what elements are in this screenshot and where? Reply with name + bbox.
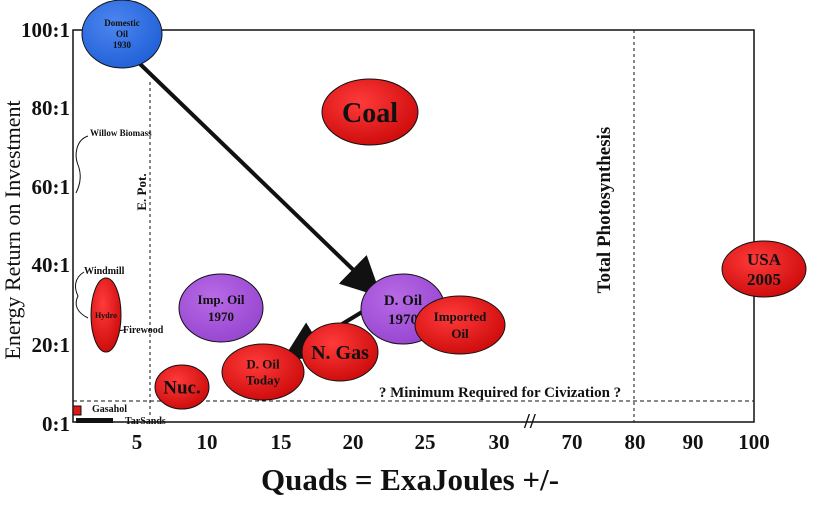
x-tick-label: 30 — [489, 430, 510, 454]
x-tick-label: 20 — [343, 430, 364, 454]
windmill-brace — [75, 271, 89, 319]
bubble — [221, 343, 305, 401]
small-item-label: Gasahol — [92, 404, 127, 415]
x-tick-label: 100 — [738, 430, 770, 454]
small-item-label: Windmill — [84, 266, 125, 277]
gasahol-marker — [72, 405, 82, 416]
y-ticks: 100:1 80:1 60:1 40:1 20:1 0:1 — [21, 18, 70, 436]
willow-brace — [75, 135, 89, 194]
bubble-label: 2005 — [747, 270, 781, 289]
arrow-1930-to-1970 — [136, 60, 382, 298]
x-tick-label: 10 — [197, 430, 218, 454]
x-tick-label: 25 — [415, 430, 436, 454]
bubble — [178, 273, 264, 343]
y-tick-label: 0:1 — [42, 412, 70, 436]
small-item-label: Firewood — [123, 325, 164, 336]
bubble — [721, 240, 807, 298]
y-tick-label: 80:1 — [32, 96, 71, 120]
bubble — [154, 364, 210, 410]
small-item-label: TarSands — [125, 416, 166, 427]
bubble — [81, 0, 163, 69]
bubble-label: Imported — [434, 309, 487, 324]
axis-break-mark: // — [523, 409, 537, 433]
minimum-civilization-label: ? Minimum Required for Civization ? — [379, 385, 621, 401]
y-tick-label: 20:1 — [32, 333, 71, 357]
bubble-label: Nuc. — [163, 378, 200, 399]
x-tick-label: 90 — [683, 430, 704, 454]
bubble-label: N. Gas — [311, 342, 369, 364]
y-tick-label: 40:1 — [32, 253, 71, 277]
bubble-label: Today — [246, 373, 281, 388]
y-tick-label: 60:1 — [32, 175, 71, 199]
x-tick-label: 70 — [562, 430, 583, 454]
small-item-label: Willow Biomass — [90, 128, 152, 138]
plot-frame — [72, 29, 755, 423]
bubble-label: Coal — [342, 98, 398, 129]
bubble-label: USA — [747, 250, 782, 269]
y-axis-title: Energy Return on Investment — [0, 100, 25, 359]
bubble-label: 1970 — [208, 309, 234, 324]
tarsands-marker — [76, 418, 113, 423]
bubble-label: Oil — [451, 326, 469, 341]
bubble — [301, 322, 379, 382]
x-axis-title: Quads = ExaJoules +/- — [261, 462, 559, 497]
bubble-label: D. Oil — [384, 293, 422, 309]
bubble-label: 1970 — [388, 312, 418, 328]
x-tick-label: 80 — [625, 430, 646, 454]
x-ticks: 5 10 15 20 25 30 70 80 90 100 — [132, 430, 770, 454]
bubble-label: Imp. Oil — [198, 292, 245, 307]
x-tick-label: 5 — [132, 430, 143, 454]
y-tick-label: 100:1 — [21, 18, 70, 42]
e-pot-label: E. Pot. — [134, 173, 149, 210]
small-items: Willow Biomass Windmill Firewood Gasahol… — [72, 128, 166, 427]
bubble-label: Hydro — [95, 311, 117, 320]
total-photosynthesis-label: Total Photosynthesis — [594, 127, 615, 294]
bubble — [414, 295, 506, 355]
bubble-label: D. Oil — [246, 357, 280, 372]
bubble-label: Oil — [116, 29, 129, 39]
x-tick-label: 15 — [271, 430, 292, 454]
bubble-label: 1930 — [113, 40, 132, 50]
bubble — [90, 277, 122, 353]
bubble — [321, 78, 419, 146]
bubble-label: Domestic — [104, 18, 140, 28]
